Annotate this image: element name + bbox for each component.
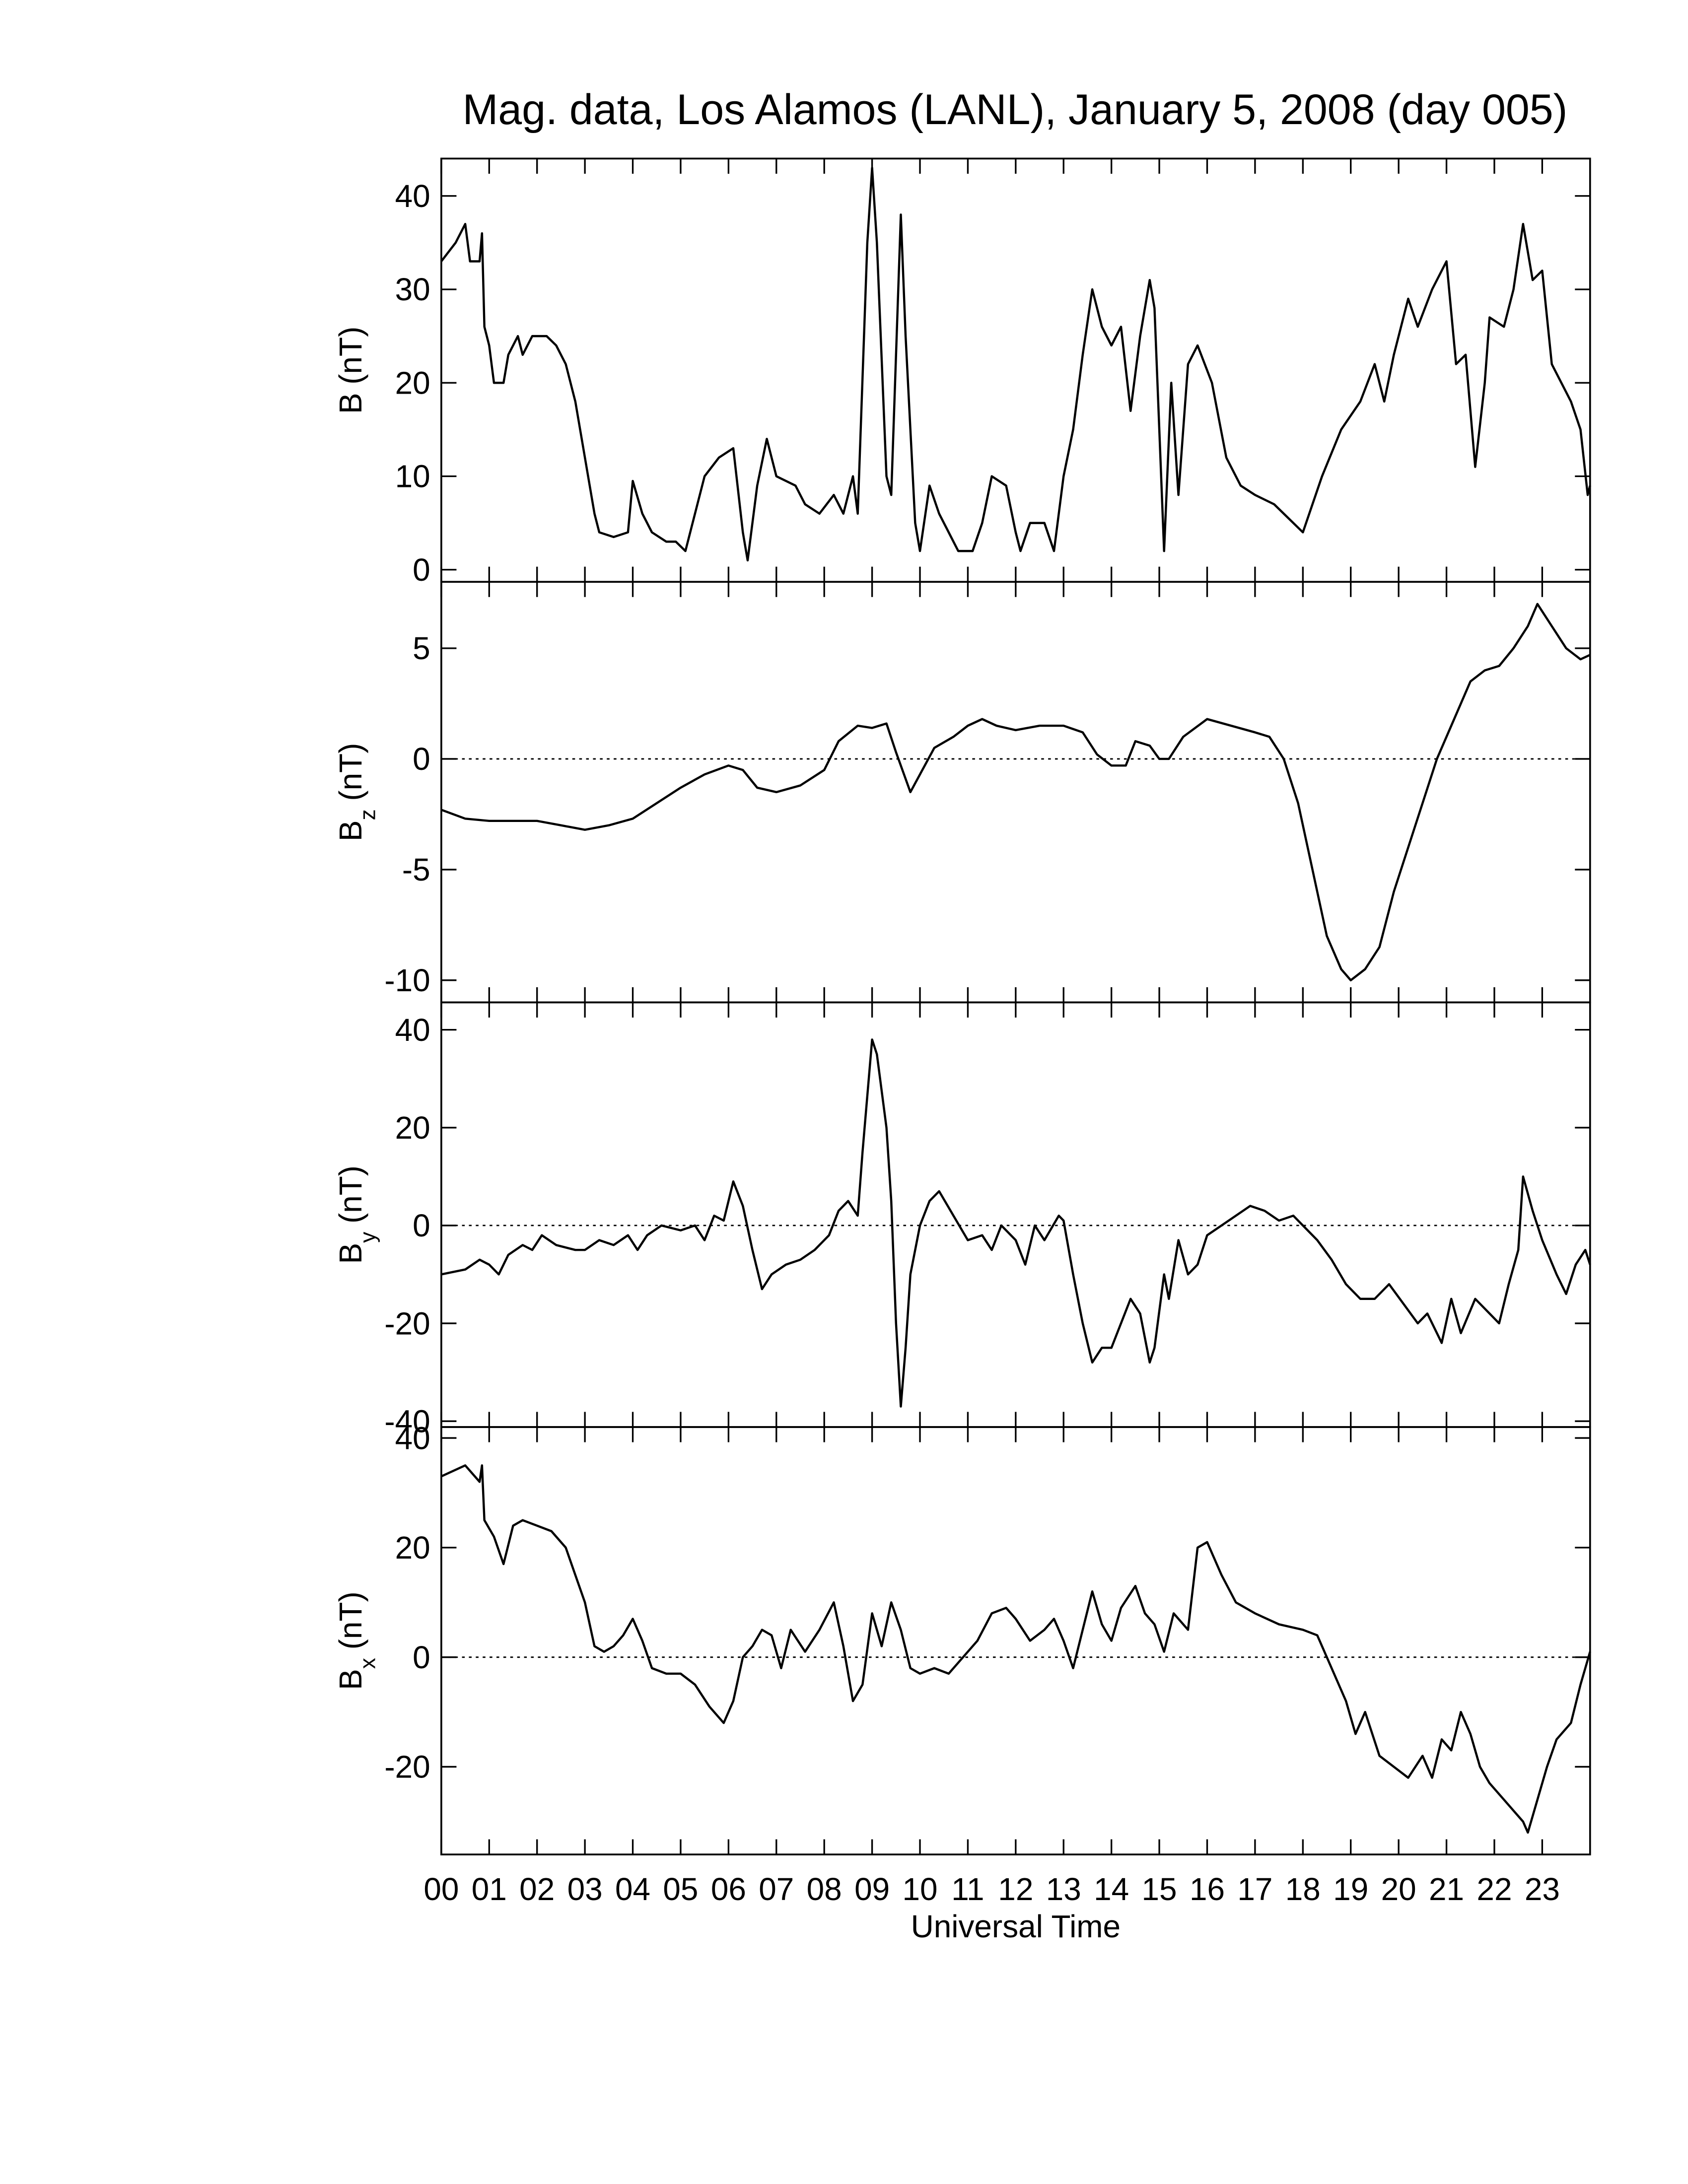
y-axis-label: By (nT): [333, 1165, 380, 1264]
x-tick-label: 16: [1190, 1871, 1225, 1907]
x-tick-label: 08: [807, 1871, 842, 1907]
y-tick-label: 0: [413, 1639, 430, 1675]
data-line: [440, 167, 1591, 562]
x-tick-label: 23: [1525, 1871, 1560, 1907]
x-tick-label: 17: [1237, 1871, 1272, 1907]
x-tick-label: 03: [567, 1871, 603, 1907]
y-tick-label: 40: [395, 1420, 430, 1456]
x-tick-label: 15: [1142, 1871, 1177, 1907]
x-tick-label: 22: [1477, 1871, 1512, 1907]
y-tick-label: 0: [413, 741, 430, 777]
y-label-base: B: [333, 1243, 368, 1264]
x-tick-label: 02: [519, 1871, 555, 1907]
y-axis-label: Bx (nT): [333, 1591, 380, 1690]
y-label-base: B: [333, 820, 368, 842]
x-tick-label: 13: [1046, 1871, 1081, 1907]
plot-frame: [440, 581, 1591, 1004]
y-tick-label: 0: [413, 1208, 430, 1243]
x-tick-label: 10: [902, 1871, 937, 1907]
y-label-base: B: [333, 393, 368, 414]
data-line: [440, 1464, 1591, 1834]
y-label-unit: (nT): [333, 1591, 368, 1649]
plot-frame: [440, 157, 1591, 583]
y-tick-label: 20: [395, 1530, 430, 1566]
x-tick-label: 14: [1094, 1871, 1129, 1907]
y-tick-label: -40: [384, 1403, 430, 1439]
x-tick-label: 18: [1285, 1871, 1321, 1907]
y-tick-label: 10: [395, 459, 430, 494]
y-tick-label: 40: [395, 178, 430, 214]
y-label-sub: y: [356, 1231, 380, 1243]
x-tick-label: 01: [472, 1871, 507, 1907]
y-tick-label: -20: [384, 1305, 430, 1341]
y-tick-label: 0: [413, 552, 430, 588]
plot-frame: [440, 1001, 1591, 1428]
plot-frame: [440, 1426, 1591, 1855]
y-label-sub: z: [356, 809, 380, 820]
y-tick-label: 20: [395, 365, 430, 401]
x-tick-label: 00: [423, 1871, 459, 1907]
y-label-unit: (nT): [333, 1165, 368, 1224]
y-label-sub: x: [356, 1658, 380, 1669]
x-tick-label: 09: [854, 1871, 890, 1907]
x-tick-label: 07: [759, 1871, 794, 1907]
y-axis-label: Bz (nT): [333, 743, 380, 842]
x-tick-label: 05: [663, 1871, 698, 1907]
y-tick-label: 5: [413, 630, 430, 666]
y-label-unit: (nT): [333, 743, 368, 801]
y-tick-label: -5: [402, 852, 430, 887]
y-tick-label: 30: [395, 272, 430, 307]
y-label-base: B: [333, 1669, 368, 1690]
y-label-unit: (nT): [333, 327, 368, 385]
y-axis-label: B (nT): [333, 327, 368, 414]
x-tick-label: 04: [615, 1871, 650, 1907]
chart-title: Mag. data, Los Alamos (LANL), January 5,…: [463, 86, 1568, 134]
data-line: [441, 1038, 1591, 1408]
y-tick-label: -20: [384, 1749, 430, 1785]
x-tick-label: 19: [1333, 1871, 1368, 1907]
y-tick-label: -10: [384, 962, 430, 998]
y-tick-label: 40: [395, 1012, 430, 1048]
x-tick-label: 06: [711, 1871, 746, 1907]
x-tick-label: 11: [951, 1871, 984, 1907]
data-line: [441, 603, 1591, 982]
x-tick-label: 20: [1381, 1871, 1416, 1907]
x-axis-label: Universal Time: [911, 1909, 1121, 1944]
x-tick-label: 12: [998, 1871, 1033, 1907]
x-tick-label: 21: [1429, 1871, 1464, 1907]
y-tick-label: 20: [395, 1110, 430, 1146]
